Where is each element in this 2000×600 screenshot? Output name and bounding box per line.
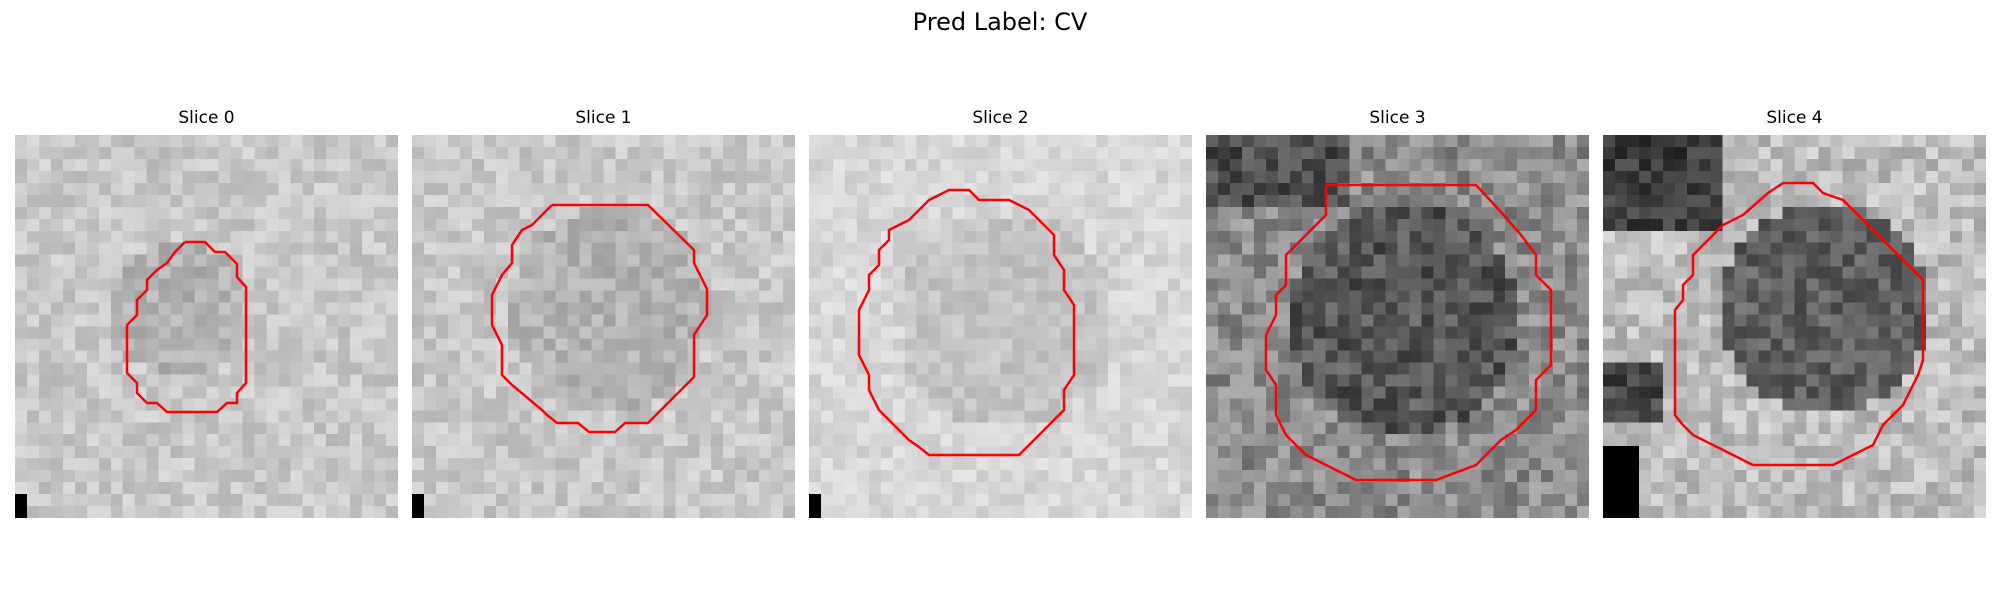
contour-line-2: [857, 188, 1076, 457]
figure-title: Pred Label: CV: [912, 8, 1088, 36]
segmentation-contour-2: [857, 188, 1076, 457]
contour-line-1: [490, 203, 709, 434]
segmentation-contour-1: [490, 203, 709, 434]
segmentation-contour-4: [1673, 181, 1925, 467]
segmentation-contour-3: [1264, 183, 1553, 482]
slice-image-1: [412, 135, 795, 518]
contour-line-0: [125, 240, 248, 414]
segmentation-contour-0: [125, 240, 248, 414]
contour-line-3: [1264, 183, 1553, 482]
slice-title-4: Slice 4: [1766, 108, 1823, 128]
slice-image-0: [15, 135, 398, 518]
slice-title-1: Slice 1: [575, 108, 632, 128]
slice-title-3: Slice 3: [1369, 108, 1426, 128]
slice-title-0: Slice 0: [178, 108, 235, 128]
slice-title-2: Slice 2: [972, 108, 1029, 128]
contour-line-4: [1673, 181, 1925, 467]
